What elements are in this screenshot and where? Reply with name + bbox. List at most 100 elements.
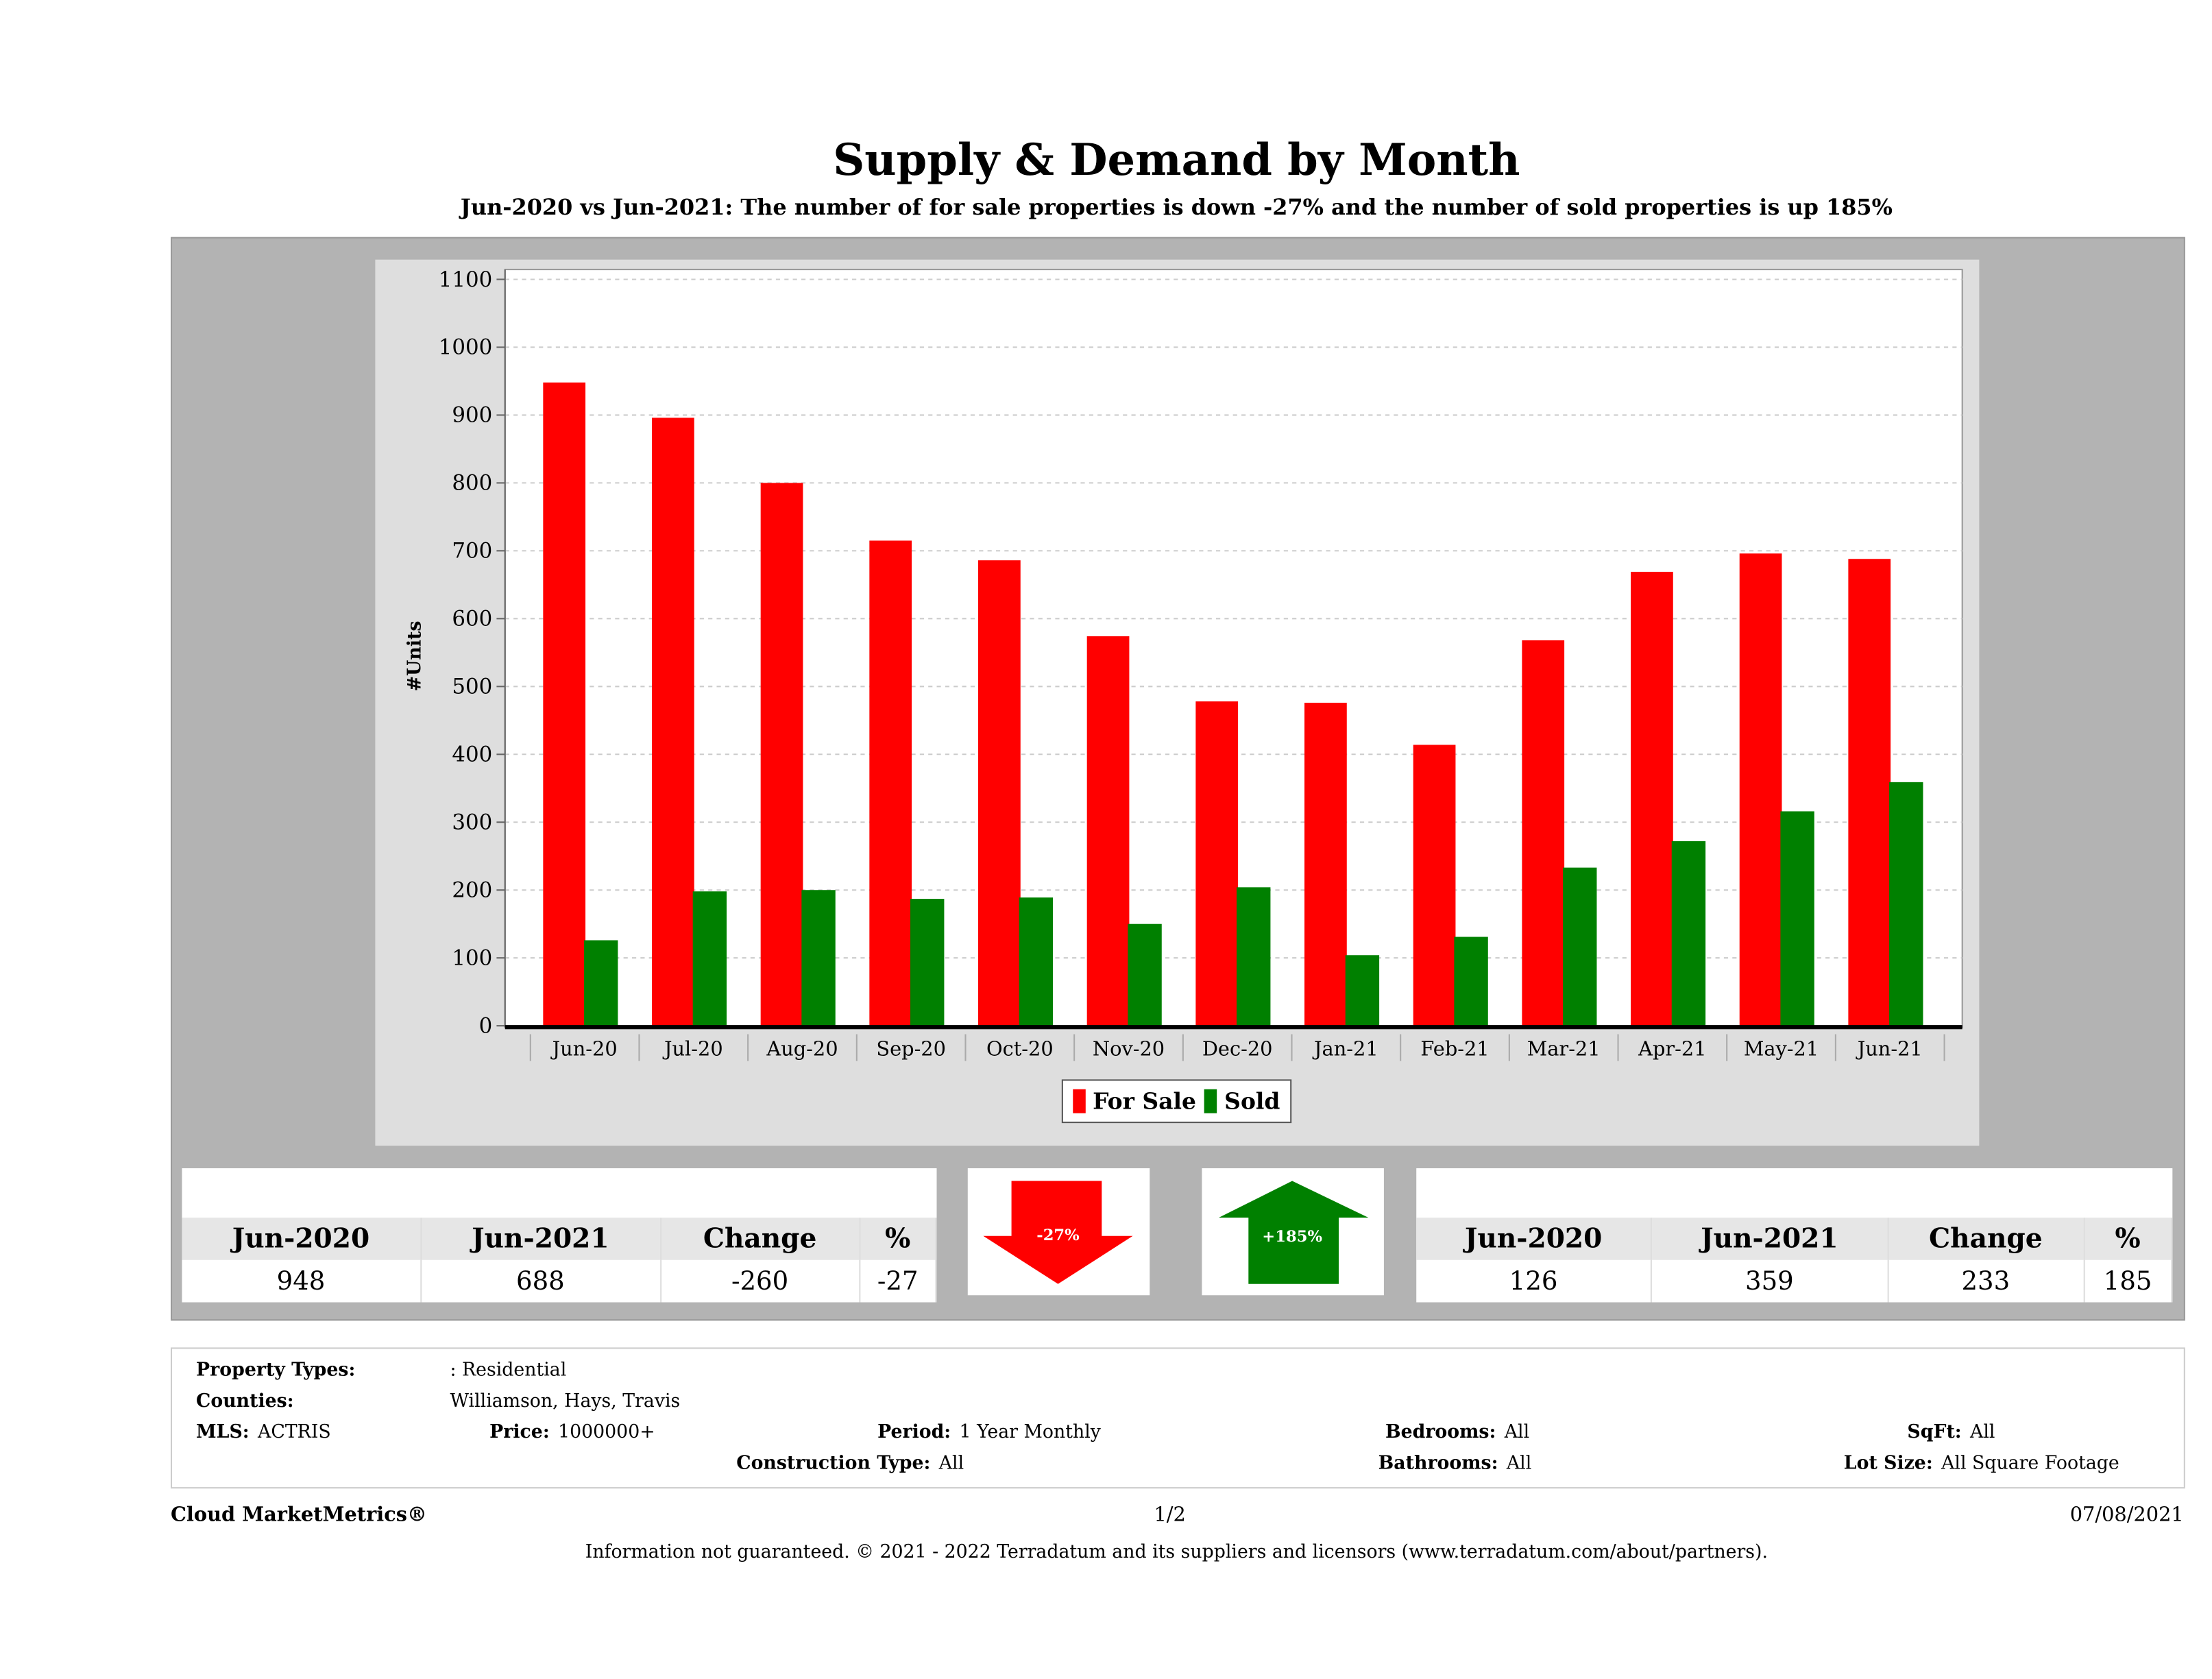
bar-for-sale [1413,745,1456,1026]
construction-field: Construction Type: All [736,1453,964,1475]
x-tick-label: Jun-20 [550,1037,618,1060]
lot-size-label: Lot Size: [1843,1453,1933,1475]
price-field: Price: 1000000+ [489,1422,655,1443]
bar-for-sale [652,418,694,1026]
bar-sold [910,899,945,1026]
legend: For Sale Sold [1061,1079,1291,1124]
y-tick-label: 800 [452,471,492,496]
y-tick-label: 0 [479,1013,493,1038]
criteria-box: Property Types: : Residential Counties: … [171,1347,2185,1489]
construction-label: Construction Type: [736,1453,931,1475]
x-tick-label: May-21 [1744,1037,1819,1060]
header-cell: Change [1887,1218,2085,1260]
bar-for-sale [1631,572,1673,1026]
period-label: Period: [877,1422,951,1444]
value-cell: -27 [859,1259,937,1303]
sold-stats-table: Jun-2020 Jun-2021 Change % 126 359 233 1… [1416,1168,2173,1303]
price-value: 1000000+ [558,1422,655,1444]
x-tick-label: Dec-20 [1202,1037,1273,1060]
period-field: Period: 1 Year Monthly [877,1422,1101,1443]
brand-name: Cloud MarketMetrics® [171,1503,427,1527]
x-tick-label: Oct-20 [986,1037,1054,1060]
mls-value: ACTRIS [258,1422,331,1444]
x-tick-label: Mar-21 [1527,1037,1601,1060]
x-tick-label: Sep-20 [876,1037,946,1060]
bar-sold [584,940,618,1026]
sold-change-badge: +185% [1202,1168,1384,1296]
mls-label: MLS: [196,1422,250,1444]
value-cell: -260 [660,1259,860,1303]
x-tick-label: Jul-20 [662,1037,723,1060]
y-tick-label: 900 [452,403,492,428]
sqft-field: SqFt: All [1907,1422,1995,1443]
up-arrow-icon: +185% [1219,1181,1369,1284]
bedrooms-value: All [1504,1422,1530,1444]
header-cell: % [2084,1218,2173,1260]
x-tick-label: Aug-20 [766,1037,838,1060]
y-axis-label: #Units [404,621,425,692]
bar-sold [801,890,836,1026]
price-label: Price: [489,1422,550,1444]
bar-sold [1345,955,1380,1026]
for-sale-change-badge: -27% [967,1168,1150,1296]
value-cell: 126 [1416,1259,1653,1303]
bar-sold [1237,887,1271,1026]
bar-sold [1780,811,1814,1026]
bar-sold [1019,897,1054,1026]
legend-swatch-for-sale [1073,1089,1086,1113]
x-tick-label: Nov-20 [1093,1037,1165,1060]
y-tick-label: 200 [452,878,492,903]
bar-for-sale [1086,636,1130,1026]
value-cell: 185 [2084,1259,2173,1303]
bar-sold [1671,841,1706,1026]
bar-for-sale [543,382,586,1026]
bar-sold [1889,782,1923,1026]
y-tick-label: 700 [452,539,492,564]
bathrooms-field: Bathrooms: All [1378,1453,1532,1475]
property-types-label: Property Types: [196,1360,356,1381]
bathrooms-label: Bathrooms: [1378,1453,1498,1475]
sqft-value: All [1970,1422,1995,1444]
legend-label-for-sale: For Sale [1093,1087,1197,1115]
sqft-label: SqFt: [1907,1422,1962,1444]
y-tick-label: 1000 [439,335,493,360]
y-tick-label: 300 [452,810,492,835]
bedrooms-label: Bedrooms: [1385,1422,1496,1444]
bar-sold [1563,867,1597,1026]
bar-for-sale [1522,640,1565,1026]
lot-size-field: Lot Size: All Square Footage [1844,1453,2119,1475]
bar-for-sale [1739,553,1782,1026]
y-tick-label: 600 [452,607,492,631]
header-cell: Jun-2021 [1651,1218,1888,1260]
bar-for-sale [869,540,912,1026]
value-cell: 359 [1651,1259,1888,1303]
bar-for-sale [978,560,1021,1026]
bar-sold [1454,937,1488,1026]
legend-item-sold: Sold [1204,1088,1280,1115]
mls-field: MLS: ACTRIS [196,1422,331,1443]
counties-value: Williamson, Hays, Travis [450,1391,681,1413]
page-number: 1/2 [1154,1503,1186,1527]
legend-item-for-sale: For Sale [1073,1088,1196,1115]
x-tick-label: Jun-21 [1856,1037,1923,1060]
disclaimer: Information not guaranteed. © 2021 - 202… [585,1542,1768,1564]
y-tick-label: 100 [452,945,492,970]
y-tick-label: 400 [452,742,492,767]
svg-text:-27%: -27% [1036,1227,1079,1244]
report-date: 07/08/2021 [2069,1503,2184,1527]
bar-sold [692,891,727,1026]
bedrooms-field: Bedrooms: All [1385,1422,1529,1443]
value-cell: 948 [182,1259,422,1303]
header-cell: % [859,1218,937,1260]
bar-for-sale [760,483,803,1026]
header-cell: Jun-2021 [420,1218,661,1260]
page-subtitle: Jun-2020 vs Jun-2021: The number of for … [460,193,1893,221]
svg-text:+185%: +185% [1262,1228,1322,1246]
y-tick-label: 1100 [439,267,493,292]
period-value: 1 Year Monthly [959,1422,1101,1444]
bar-for-sale [1195,701,1239,1026]
header-cell: Change [660,1218,860,1260]
property-types-value: : Residential [450,1360,567,1381]
down-arrow-icon: -27% [983,1181,1133,1284]
value-cell: 688 [420,1259,661,1303]
